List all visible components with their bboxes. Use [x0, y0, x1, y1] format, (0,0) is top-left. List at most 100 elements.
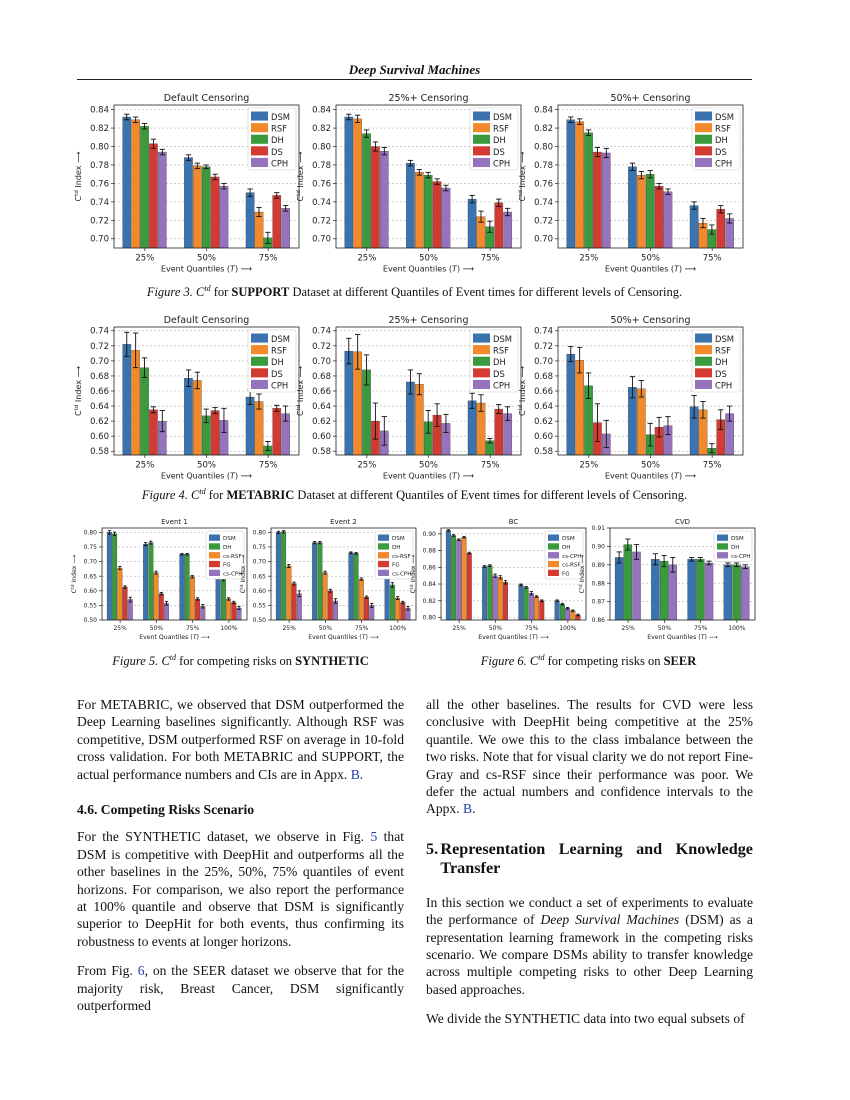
plot-frame [557, 326, 744, 456]
x-tick-label: 25% [113, 625, 127, 632]
bar-dh [201, 166, 211, 249]
bar-ds [149, 409, 158, 456]
bar-rsf [193, 165, 202, 249]
legend-label: FG [223, 563, 231, 569]
x-tick-label: 50% [197, 254, 216, 264]
y-tick-label: 0.50 [253, 617, 267, 624]
bar-dh [140, 367, 149, 456]
legend-label: DSM [562, 536, 575, 542]
bar-dsm [614, 557, 624, 621]
bar-fg [466, 552, 472, 621]
y-axis-label: Ctd Index ⟶ [70, 555, 78, 594]
bar-dsm [106, 532, 112, 621]
legend-label: DS [715, 369, 727, 379]
y-tick-label: 0.84 [534, 106, 553, 116]
paragraph: all the other baselines. The results for… [426, 696, 753, 818]
legend-swatch [378, 569, 389, 576]
y-axis-label: Ctd Index ⟶ [518, 151, 527, 201]
figure-3-caption: Figure 3. Ctd for SUPPORT Dataset at dif… [77, 284, 752, 300]
legend-label: cs-RSF [223, 554, 242, 560]
legend-label: DSM [271, 112, 290, 122]
appendix-link[interactable]: B [350, 766, 360, 782]
legend-label: FG [392, 563, 400, 569]
bar-fg [291, 583, 297, 621]
legend-label: cs-RSF [392, 554, 411, 560]
legend-label: CPH [271, 380, 288, 390]
x-axis-label: Event Quantiles (T) ⟶ [605, 472, 697, 481]
bar-dh [623, 544, 633, 621]
x-tick-label: 25% [579, 461, 598, 471]
bar-dsm [348, 552, 354, 621]
bar-fg [400, 602, 406, 621]
y-axis-label: Ctd Index ⟶ [74, 366, 83, 416]
section-number: 5. [426, 839, 439, 858]
y-tick-label: 0.84 [90, 106, 109, 116]
bar-cs-rsf [117, 567, 123, 621]
chart-25-censoring: 25%+ Censoring 0.58 0.60 0.62 0.64 0.66 0.68 0.… [296, 315, 522, 481]
legend-swatch [548, 543, 559, 550]
y-tick-label: 0.60 [312, 432, 331, 442]
caption-text: for [213, 285, 229, 300]
y-tick-label: 0.80 [90, 142, 109, 152]
legend-swatch [209, 569, 220, 576]
paragraph-text: all the other baselines. The results for… [426, 697, 753, 817]
bar-dsm [344, 350, 354, 456]
y-tick-label: 0.86 [423, 564, 437, 571]
bar-dsm [518, 584, 524, 621]
bar-dh [645, 174, 655, 249]
bar-rsf [254, 211, 264, 249]
bar-fg [539, 600, 545, 621]
y-tick-label: 0.75 [84, 544, 98, 551]
legend-swatch [695, 333, 712, 343]
y-tick-label: 0.82 [312, 124, 331, 134]
bar-ds [272, 408, 282, 456]
caption-text: for [208, 488, 224, 503]
bar-cph [663, 191, 673, 249]
bar-rsf [575, 121, 584, 249]
x-axis-label: Event Quantiles (T) ⟶ [161, 265, 253, 274]
y-tick-label: 0.64 [312, 402, 331, 412]
bar-cs-cph [456, 539, 462, 621]
section-title: Representation Learning and Knowledge Tr… [440, 839, 753, 877]
bar-fg [364, 597, 370, 621]
legend-swatch [251, 356, 268, 366]
bar-dsm [275, 532, 281, 621]
bar-ds [432, 181, 442, 249]
y-tick-label: 0.86 [592, 617, 606, 624]
legend-swatch [209, 552, 220, 559]
legend-swatch [473, 345, 490, 355]
chart-default-censoring: Default Censoring 0.58 0.60 0.62 0.64 0.66 0.6… [74, 315, 300, 481]
y-tick-label: 0.68 [312, 372, 331, 382]
x-tick-label: 50% [150, 625, 164, 632]
y-tick-label: 0.60 [84, 588, 98, 595]
chart-title: Default Censoring [164, 93, 250, 104]
bar-fg [195, 598, 201, 621]
legend-swatch [695, 123, 712, 133]
figure-link[interactable]: 6 [137, 963, 145, 979]
x-tick-label: 50% [419, 461, 438, 471]
bar-cs-rsf [286, 565, 292, 621]
x-tick-label: 25% [452, 625, 466, 632]
y-axis-label: Ctd Index ⟶ [518, 366, 527, 416]
appendix-link[interactable]: B [463, 801, 473, 817]
legend-label: FG [562, 571, 570, 577]
y-axis-label: Ctd Index ⟶ [239, 555, 247, 594]
bar-dh [140, 126, 149, 249]
bar-dsm [482, 566, 488, 621]
y-tick-label: 0.66 [534, 387, 553, 397]
figure-4: Default Censoring 0.58 0.60 0.62 0.64 0.66 0.6… [74, 315, 744, 481]
figure-link[interactable]: 5 [370, 829, 378, 845]
emphasis: Deep Survival Machines [540, 912, 680, 928]
x-tick-label: 75% [481, 461, 500, 471]
x-tick-label: 50% [658, 625, 672, 632]
legend-swatch [209, 534, 220, 541]
chart-title: Event 2 [330, 518, 357, 526]
bar-dsm [566, 119, 576, 249]
bar-dh [696, 559, 705, 621]
bar-dsm [723, 564, 733, 621]
bar-dsm [184, 378, 193, 456]
paragraph-text: For the SYNTHETIC dataset, we observe in… [77, 829, 365, 845]
paragraph-text: (DSM) as a representation learning frame… [426, 912, 753, 997]
caption-metric: Ctd [529, 653, 545, 669]
chart-event-2: Event 2 0.50 0.55 0.60 0.65 0.70 0.75 0.80 25% 50… [239, 518, 417, 641]
